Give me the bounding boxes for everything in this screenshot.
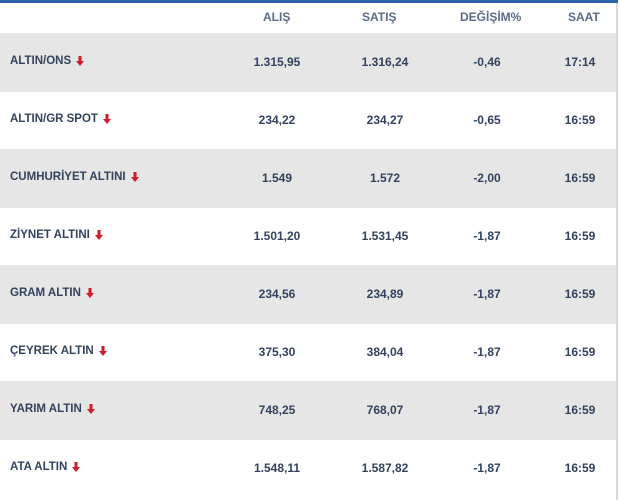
header-alis: ALIŞ <box>263 10 291 24</box>
saat-value: 16:59 <box>564 287 596 301</box>
instrument-name-cell: ALTIN/GR SPOT <box>10 113 112 125</box>
saat-value: 16:59 <box>564 171 596 185</box>
alis-value: 748,25 <box>258 403 296 417</box>
satis-value: 768,07 <box>366 403 404 417</box>
satis-value: 1.587,82 <box>361 461 409 475</box>
instrument-name-cell: ATA ALTIN <box>10 461 81 473</box>
table-body: ALTIN/ONS 1.315,95 1.316,24 -0,46 17:14 … <box>0 33 616 497</box>
down-arrow-icon <box>76 56 85 66</box>
instrument-name: ZİYNET ALTINI <box>10 229 90 241</box>
instrument-name-cell: ZİYNET ALTINI <box>10 229 104 241</box>
instrument-name: ALTIN/ONS <box>10 55 72 67</box>
table-row[interactable]: ALTIN/ONS 1.315,95 1.316,24 -0,46 17:14 <box>0 33 616 91</box>
top-accent-line <box>0 0 618 3</box>
degisim-value: -1,87 <box>473 229 501 243</box>
satis-value: 384,04 <box>366 345 404 359</box>
table-row[interactable]: ATA ALTIN 1.548,11 1.587,82 -1,87 16:59 <box>0 439 616 497</box>
table-header: ALIŞ SATIŞ DEĞİŞİM% SAAT <box>0 3 618 33</box>
table-row[interactable]: YARIM ALTIN 748,25 768,07 -1,87 16:59 <box>0 381 616 439</box>
alis-value: 375,30 <box>258 345 296 359</box>
saat-value: 16:59 <box>564 461 596 475</box>
down-arrow-icon <box>86 404 95 414</box>
satis-value: 1.572 <box>369 171 401 185</box>
table-row[interactable]: GRAM ALTIN 234,56 234,89 -1,87 16:59 <box>0 265 616 323</box>
satis-value: 1.316,24 <box>361 55 409 69</box>
alis-value: 234,56 <box>258 287 296 301</box>
degisim-value: -2,00 <box>473 171 501 185</box>
down-arrow-icon <box>98 346 107 356</box>
table-row[interactable]: ÇEYREK ALTIN 375,30 384,04 -1,87 16:59 <box>0 323 616 381</box>
saat-value: 16:59 <box>564 229 596 243</box>
table-row[interactable]: ALTIN/GR SPOT 234,22 234,27 -0,65 16:59 <box>0 91 616 149</box>
down-arrow-icon <box>85 288 94 298</box>
degisim-value: -0,46 <box>473 55 501 69</box>
saat-value: 16:59 <box>564 113 596 127</box>
instrument-name: GRAM ALTIN <box>10 287 81 299</box>
down-arrow-icon <box>130 172 139 182</box>
degisim-value: -1,87 <box>473 287 501 301</box>
down-arrow-icon <box>102 114 111 124</box>
satis-value: 1.531,45 <box>361 229 409 243</box>
degisim-value: -0,65 <box>473 113 501 127</box>
instrument-name: ATA ALTIN <box>10 461 68 473</box>
degisim-value: -1,87 <box>473 403 501 417</box>
alis-value: 1.315,95 <box>253 55 301 69</box>
instrument-name-cell: CUMHURİYET ALTINI <box>10 171 140 183</box>
alis-value: 1.549 <box>261 171 293 185</box>
header-saat: SAAT <box>568 10 600 24</box>
instrument-name: YARIM ALTIN <box>10 403 82 415</box>
saat-value: 16:59 <box>564 345 596 359</box>
saat-value: 16:59 <box>564 403 596 417</box>
down-arrow-icon <box>94 230 103 240</box>
table-row[interactable]: CUMHURİYET ALTINI 1.549 1.572 -2,00 16:5… <box>0 149 616 207</box>
header-degisim: DEĞİŞİM% <box>460 10 522 24</box>
instrument-name-cell: YARIM ALTIN <box>10 403 96 415</box>
alis-value: 234,22 <box>258 113 296 127</box>
instrument-name: ÇEYREK ALTIN <box>10 345 94 357</box>
satis-value: 234,89 <box>366 287 404 301</box>
instrument-name: CUMHURİYET ALTINI <box>10 171 126 183</box>
degisim-value: -1,87 <box>473 345 501 359</box>
alis-value: 1.548,11 <box>253 461 301 475</box>
down-arrow-icon <box>72 462 81 472</box>
table-row[interactable]: ZİYNET ALTINI 1.501,20 1.531,45 -1,87 16… <box>0 207 616 265</box>
instrument-name-cell: GRAM ALTIN <box>10 287 95 299</box>
instrument-name-cell: ALTIN/ONS <box>10 55 85 67</box>
degisim-value: -1,87 <box>473 461 501 475</box>
saat-value: 17:14 <box>564 55 596 69</box>
satis-value: 234,27 <box>366 113 404 127</box>
header-satis: SATIŞ <box>362 10 397 24</box>
instrument-name-cell: ÇEYREK ALTIN <box>10 345 108 357</box>
alis-value: 1.501,20 <box>253 229 301 243</box>
instrument-name: ALTIN/GR SPOT <box>10 113 98 125</box>
